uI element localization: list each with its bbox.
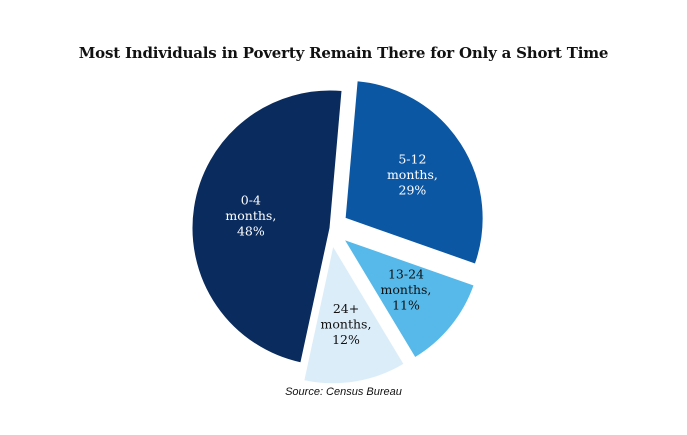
slice-label: 12%	[332, 332, 360, 347]
slice-label: 13-24	[388, 266, 424, 281]
slice-label: months,	[225, 208, 276, 223]
slice-label: 11%	[392, 297, 420, 312]
slice-label: months,	[321, 317, 372, 332]
chart-title: Most Individuals in Poverty Remain There…	[78, 44, 609, 62]
pie-slice	[191, 89, 343, 364]
slice-label: 29%	[399, 182, 427, 197]
slice-label: months,	[387, 167, 438, 182]
source-note: Source: Census Bureau	[285, 386, 402, 398]
pie-slice	[342, 238, 475, 359]
pie-slice	[344, 80, 484, 265]
slice-label: 0-4	[241, 193, 261, 208]
slice-label: 5-12	[398, 151, 426, 166]
slice-label: 48%	[237, 224, 265, 239]
slice-label: 24+	[333, 301, 359, 316]
pie-slice	[303, 244, 405, 385]
slice-label: months,	[381, 282, 432, 297]
